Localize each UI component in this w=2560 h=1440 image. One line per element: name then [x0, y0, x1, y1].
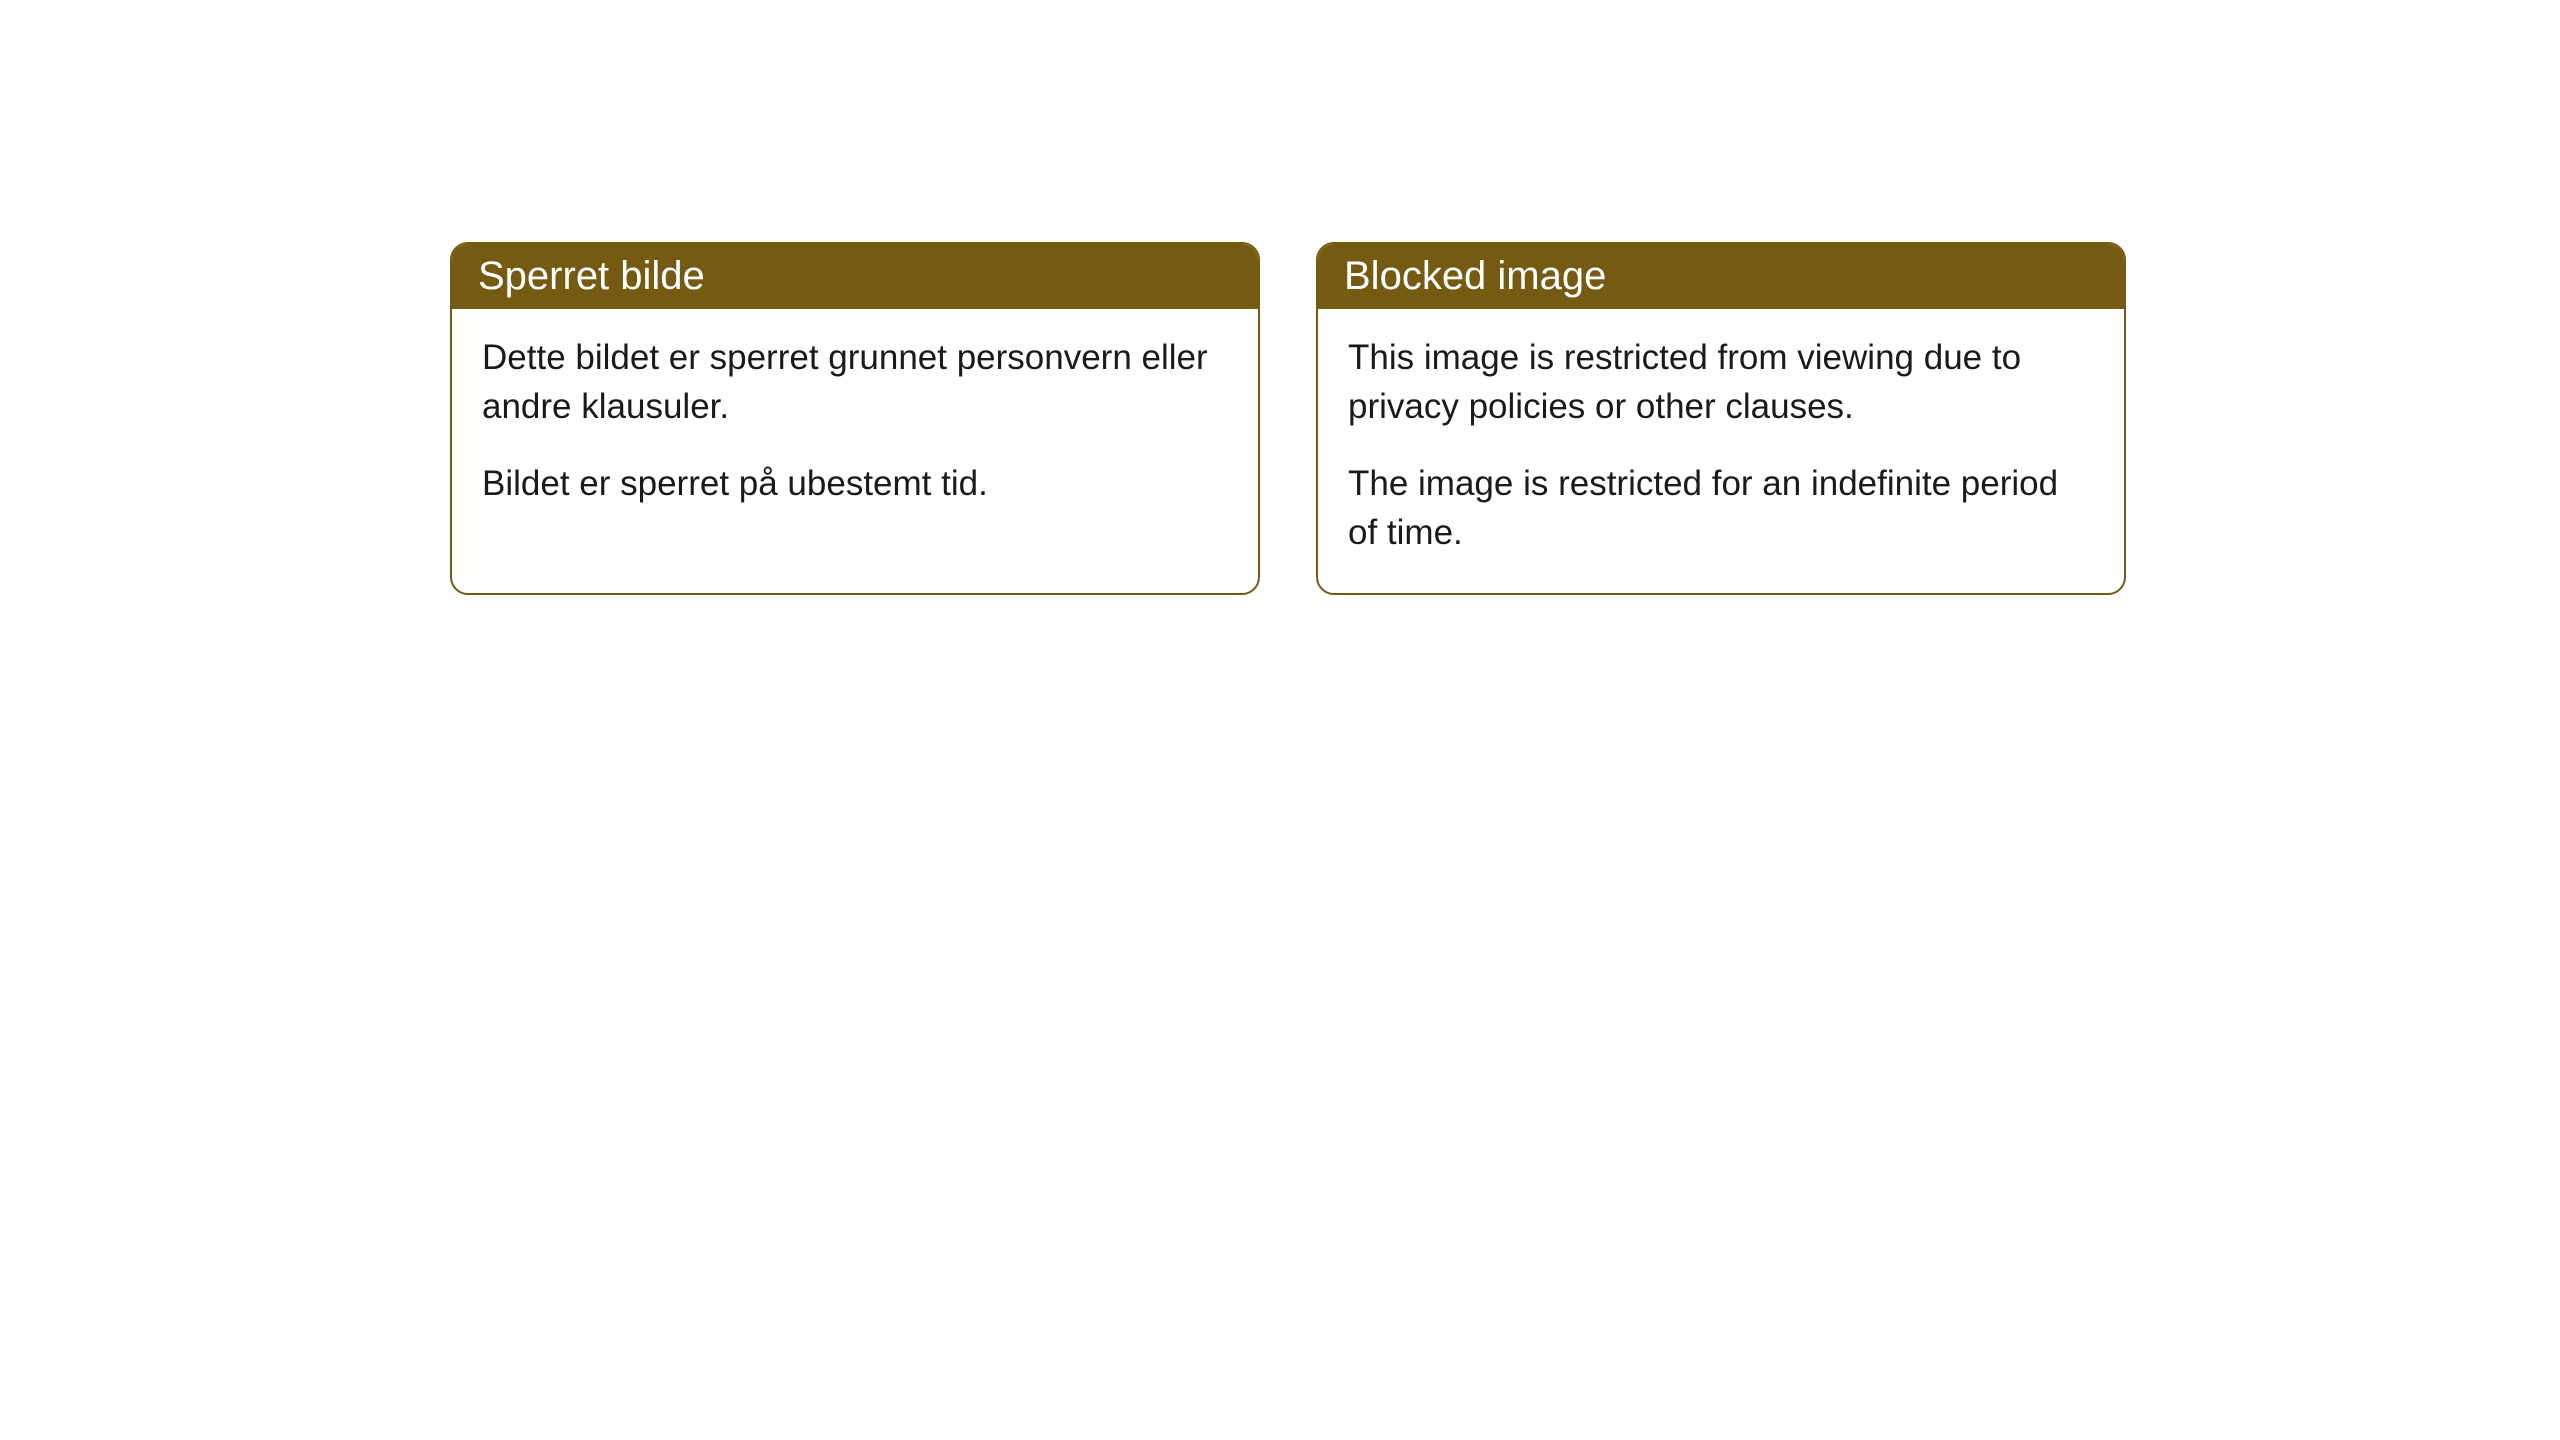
card-header: Blocked image — [1318, 244, 2124, 309]
blocked-image-card-norwegian: Sperret bilde Dette bildet er sperret gr… — [450, 242, 1260, 595]
blocked-image-card-english: Blocked image This image is restricted f… — [1316, 242, 2126, 595]
card-body-text-1: This image is restricted from viewing du… — [1348, 333, 2094, 431]
card-body: This image is restricted from viewing du… — [1318, 309, 2124, 593]
card-body-text-2: Bildet er sperret på ubestemt tid. — [482, 459, 1228, 508]
card-body-text-1: Dette bildet er sperret grunnet personve… — [482, 333, 1228, 431]
card-body-text-2: The image is restricted for an indefinit… — [1348, 459, 2094, 557]
card-body: Dette bildet er sperret grunnet personve… — [452, 309, 1258, 544]
cards-container: Sperret bilde Dette bildet er sperret gr… — [0, 0, 2560, 595]
card-header: Sperret bilde — [452, 244, 1258, 309]
